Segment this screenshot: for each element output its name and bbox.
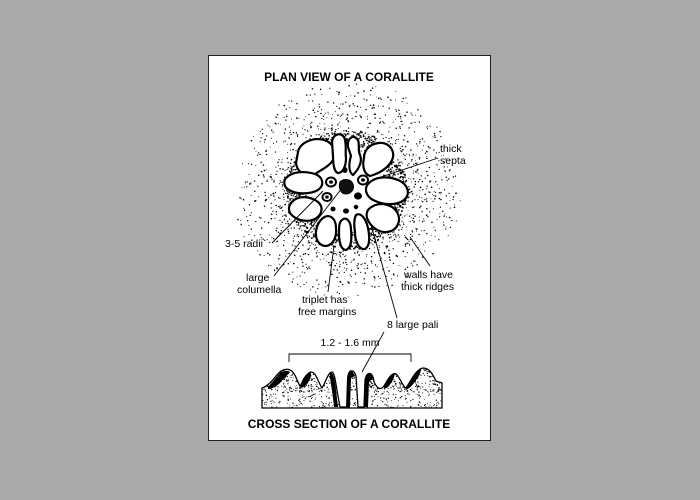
- septum-top: [346, 135, 362, 177]
- label-triplet-line2: free margins: [298, 306, 356, 318]
- palus: [342, 167, 348, 173]
- central-fossa: [321, 167, 369, 214]
- label-walls-line2: thick ridges: [401, 281, 454, 293]
- leader-radii: [271, 190, 324, 244]
- columella: [338, 179, 354, 195]
- septa-cycle: [283, 133, 409, 252]
- leader-columella: [273, 187, 343, 277]
- septum-upper-left: [294, 138, 337, 177]
- septum-bottom-left: [314, 214, 338, 248]
- measure-bracket: [288, 353, 412, 362]
- leader-pali-top: [371, 227, 398, 319]
- label-walls-line1: walls have: [403, 269, 453, 281]
- palus: [343, 208, 349, 214]
- leader-triplet: [327, 245, 335, 293]
- plan-view-title: PLAN VIEW OF A CORALLITE: [264, 70, 434, 84]
- cross-section-title: CROSS SECTION OF A CORALLITE: [248, 417, 450, 431]
- palus: [325, 195, 329, 199]
- plan-view-drawing: [237, 83, 461, 298]
- palus: [354, 192, 362, 200]
- septum-bottom-right: [353, 213, 371, 251]
- label-columella-line1: large: [246, 272, 270, 284]
- septum-top-left: [330, 133, 348, 175]
- septum-bottom-middle: [337, 217, 353, 252]
- label-pali: 8 large pali: [387, 319, 438, 331]
- label-triplet-line1: triplet has: [302, 294, 348, 306]
- label-radii: 3-5 radii: [225, 238, 263, 250]
- septum-right: [364, 176, 409, 206]
- septum-upper-right: [362, 141, 395, 178]
- label-measure: 1.2 - 1.6 mm: [321, 337, 380, 349]
- cross-section-drawing: [261, 367, 443, 409]
- cross-section-dark-edges: [268, 369, 421, 407]
- palus: [361, 178, 365, 182]
- leader-pali-bottom: [361, 331, 385, 373]
- palus: [353, 204, 359, 210]
- label-thick-septa-line2: septa: [440, 155, 466, 167]
- palus: [329, 180, 333, 184]
- leader-walls: [409, 236, 431, 267]
- palus: [330, 206, 336, 212]
- septum-left: [283, 171, 324, 195]
- leader-thick-septa: [377, 157, 439, 179]
- septum-lower-right: [365, 202, 401, 234]
- label-columella-line2: columella: [237, 284, 282, 296]
- label-thick-septa-line1: thick: [440, 143, 462, 155]
